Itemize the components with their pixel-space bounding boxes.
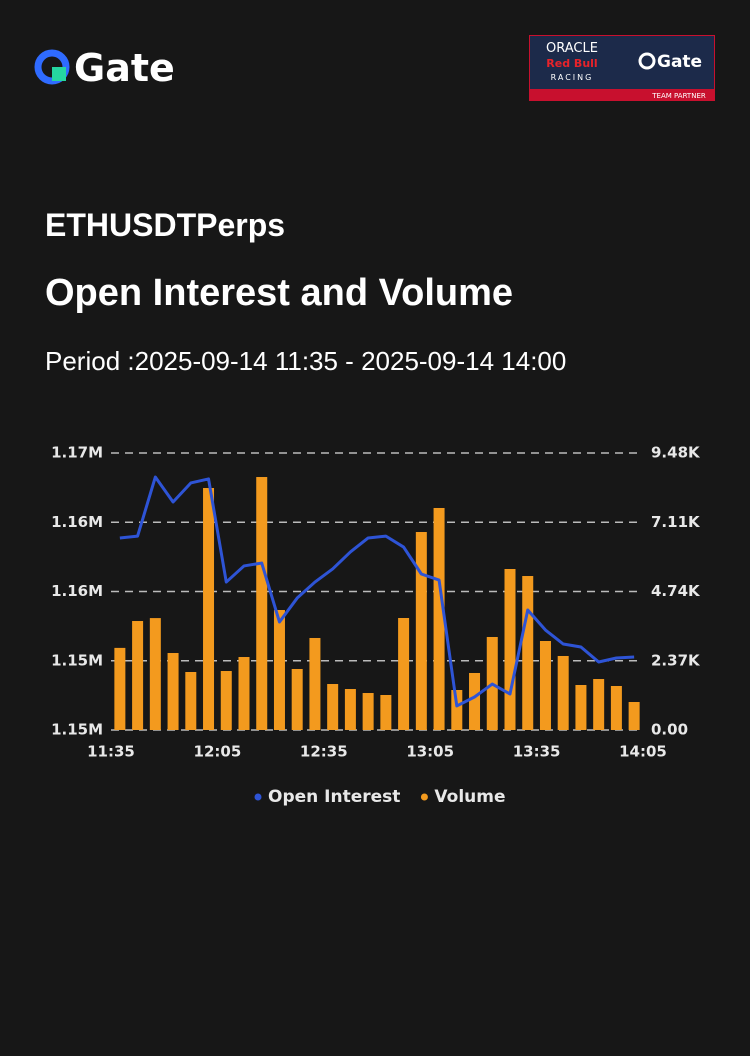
y-tick-label: 1.17M [51,444,103,462]
badge-text: Red Bull [546,57,597,70]
partner-badge: ORACLE Red Bull RACING Gate TEAM PARTNER [529,35,715,101]
y2-tick-label: 0.00 [651,721,688,739]
bar [451,689,463,730]
badge-text: RACING [551,73,594,82]
bar [380,694,392,730]
bar [291,668,303,730]
bar [203,488,215,730]
bar [167,653,179,730]
y2-tick-label: 7.11K [651,513,701,531]
bar [557,655,569,730]
bar [220,671,232,730]
bar [575,685,587,730]
y-tick-label: 1.16M [51,513,103,531]
badge-strip [529,89,715,101]
bar [256,477,268,730]
legend-label: Open Interest [268,787,400,807]
x-tick-label: 13:05 [406,743,454,761]
supertitle: ETHUSDTPerps [45,207,286,243]
chart: 1.15M 1.15M 1.16M 1.16M 1.17M 0.00 2.37K 4.74K 7… [51,444,701,808]
bar [185,671,197,730]
x-tick-label: 13:35 [513,743,561,761]
badge-text: ORACLE [546,41,598,56]
bar [469,672,481,730]
title: Open Interest and Volume [45,272,514,314]
bar [238,657,250,730]
y2-tick-label: 2.37K [651,651,701,669]
y-tick-label: 1.16M [51,582,103,600]
gate-logo: Gate [34,46,175,90]
badge-text: Gate [657,52,702,72]
line [119,475,635,708]
bar [362,693,374,730]
bar [593,679,605,730]
y-tick-label: 1.15M [51,721,103,739]
x-tick-label: 14:05 [619,743,667,761]
bar [610,685,622,730]
bar [344,689,356,730]
bar [114,647,126,730]
bar [628,702,640,730]
y2-tick-label: 9.48K [651,444,701,462]
legend-marker [254,793,262,801]
bar [309,637,321,730]
logo-text: Gate [74,46,175,90]
x-tick-label: 12:05 [194,743,242,761]
logo-icon-square [52,67,66,81]
bar [398,618,410,730]
x-tick-label: 11:35 [87,743,135,761]
bar [273,609,285,730]
x-tick-label: 12:35 [300,743,348,761]
bar [415,532,427,730]
legend-label: Volume [434,787,505,807]
bar [327,684,339,730]
bar [504,569,516,730]
y-tick-label: 1.15M [51,651,103,669]
badge-text: TEAM PARTNER [651,92,706,100]
legend-marker [420,793,428,801]
bar [149,618,161,730]
bar [132,621,144,730]
bar [433,507,445,730]
bar [522,576,534,730]
badge-icon [638,52,656,70]
bar [539,640,551,730]
subtitle: Period :2025-09-14 11:35 - 2025-09-14 14… [45,346,567,376]
y2-tick-label: 4.74K [651,582,701,600]
